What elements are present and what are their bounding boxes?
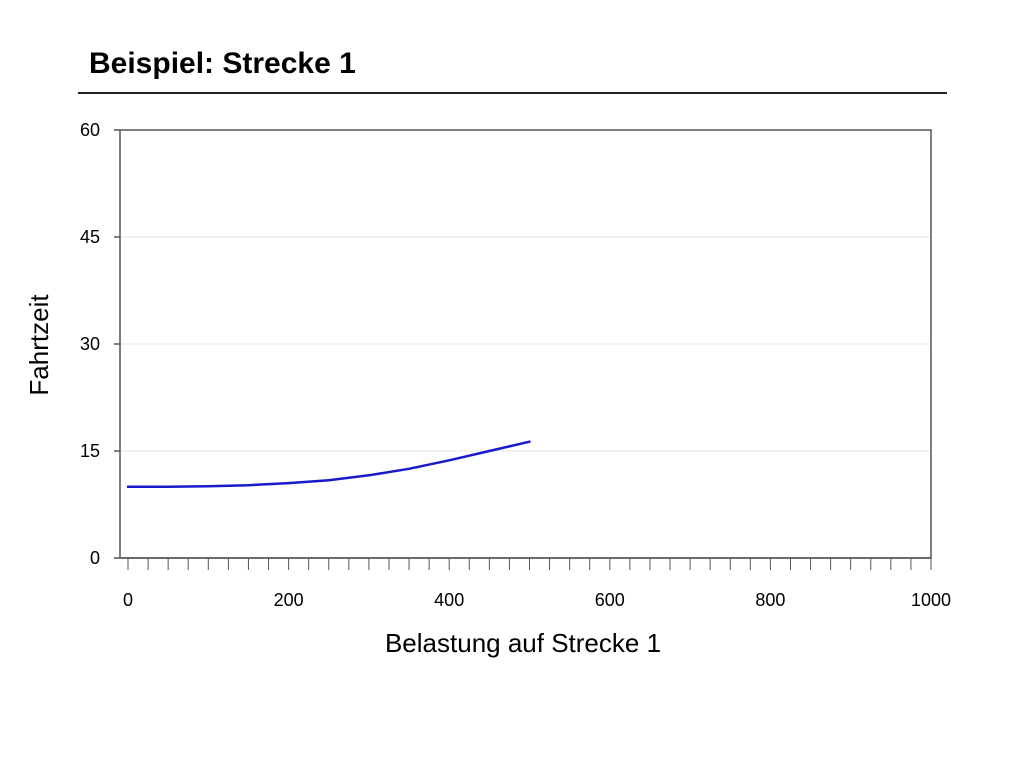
y-tick-label-15: 15 — [80, 441, 100, 461]
x-tick-label-1000: 1000 — [911, 590, 951, 610]
y-axis-ticks — [114, 129, 120, 559]
x-axis-title: Belastung auf Strecke 1 — [385, 628, 661, 658]
y-tick-label-60: 60 — [80, 120, 100, 140]
slide-title: Beispiel: Strecke 1 — [89, 47, 356, 80]
x-axis-minor-ticks — [127, 558, 932, 570]
x-axis-tick-labels: 0 200 400 600 800 1000 — [123, 590, 951, 610]
y-axis-title: Fahrtzeit — [24, 294, 54, 396]
gridlines — [120, 236, 931, 452]
title-divider — [78, 92, 947, 94]
y-tick-label-0: 0 — [90, 548, 100, 568]
x-tick-label-800: 800 — [755, 590, 785, 610]
x-tick-label-0: 0 — [123, 590, 133, 610]
series-line-0 — [126, 440, 531, 488]
y-tick-label-45: 45 — [80, 227, 100, 247]
y-axis-tick-labels: 0 15 30 45 60 — [80, 120, 100, 568]
x-tick-label-600: 600 — [595, 590, 625, 610]
y-tick-label-30: 30 — [80, 334, 100, 354]
series-layer — [126, 440, 531, 488]
x-tick-label-200: 200 — [274, 590, 304, 610]
x-tick-label-400: 400 — [434, 590, 464, 610]
